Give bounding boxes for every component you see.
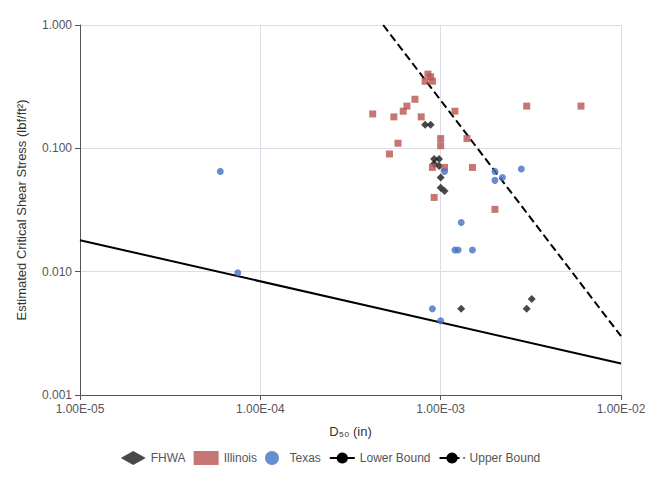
svg-text:1.00E-02: 1.00E-02 <box>597 402 646 416</box>
svg-text:Estimated Critical Shear Stres: Estimated Critical Shear Stress (lbf/ft²… <box>14 99 29 320</box>
svg-text:Illinois: Illinois <box>224 451 257 465</box>
svg-text:1.00E-03: 1.00E-03 <box>416 402 465 416</box>
svg-text:1.00E-05: 1.00E-05 <box>56 402 105 416</box>
svg-text:D₅₀ (in): D₅₀ (in) <box>329 424 371 439</box>
svg-text:0.010: 0.010 <box>42 265 72 279</box>
svg-text:Lower Bound: Lower Bound <box>360 451 431 465</box>
svg-text:Upper Bound: Upper Bound <box>470 451 541 465</box>
svg-text:0.001: 0.001 <box>42 388 72 402</box>
svg-text:FHWA: FHWA <box>151 451 186 465</box>
svg-text:1.00E-04: 1.00E-04 <box>236 402 285 416</box>
svg-text:1.000: 1.000 <box>42 18 72 32</box>
svg-text:0.100: 0.100 <box>42 141 72 155</box>
svg-text:Texas: Texas <box>289 451 320 465</box>
